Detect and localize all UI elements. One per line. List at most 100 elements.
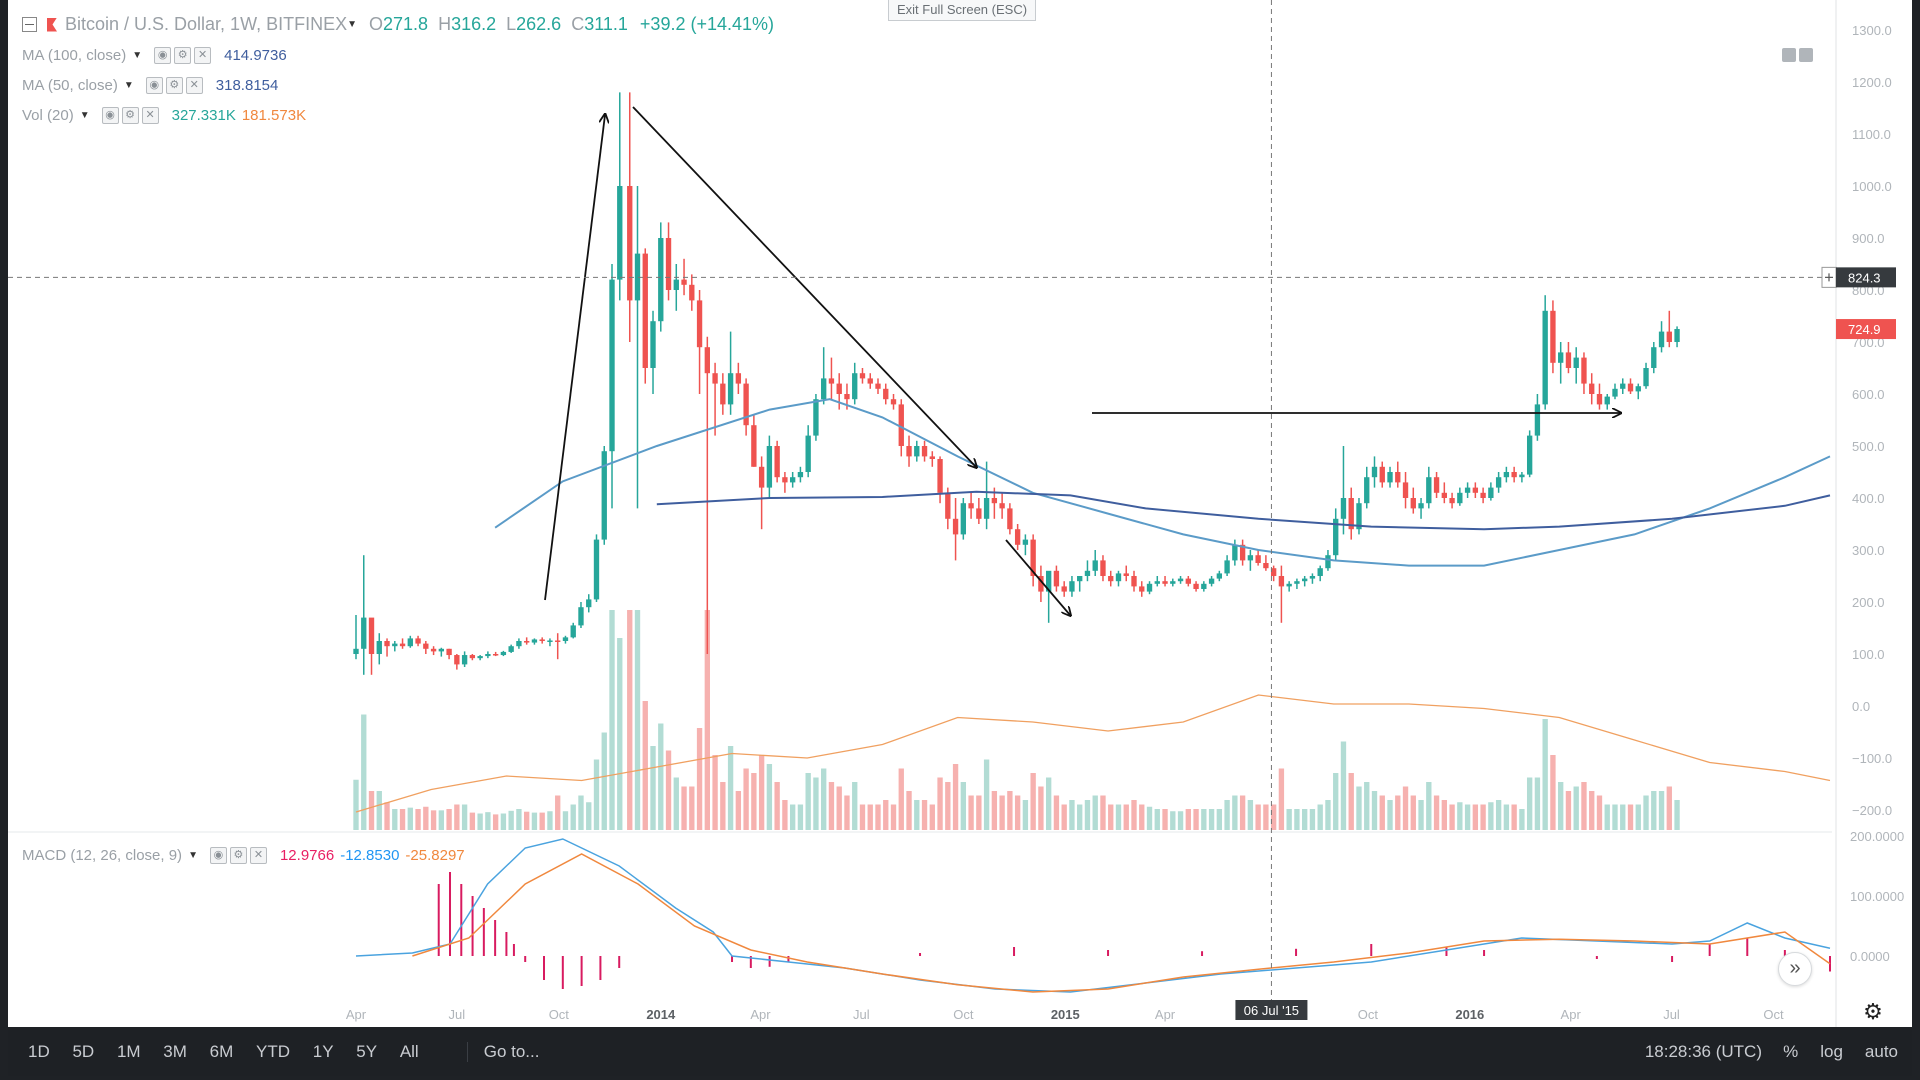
pane-maximize-icon[interactable] — [1799, 48, 1813, 62]
time-tick-label: 2016 — [1455, 1007, 1484, 1022]
chart-canvas[interactable]: 1300.01200.01100.01000.0900.0800.0700.06… — [8, 0, 1912, 1027]
volume-bar — [1387, 800, 1393, 830]
candle-body — [1278, 576, 1285, 587]
symbol-title[interactable]: Bitcoin / U.S. Dollar, 1W, BITFINEX — [65, 14, 348, 34]
volume-bar — [1596, 795, 1603, 830]
eye-icon[interactable]: ◉ — [209, 847, 227, 864]
timeframe-1y-button[interactable]: 1Y — [312, 1041, 334, 1061]
candle-body — [392, 643, 398, 647]
close-icon[interactable]: ✕ — [194, 47, 212, 64]
volume-bar — [1340, 741, 1347, 830]
log-scale-button[interactable]: log — [1820, 1041, 1843, 1061]
volume-bar — [368, 791, 375, 830]
gear-icon[interactable]: ⚙ — [229, 847, 247, 864]
chevron-down-icon[interactable]: ▼ — [188, 850, 198, 861]
scroll-to-realtime-button[interactable]: » — [1778, 952, 1812, 986]
time-axis[interactable]: Apr Jul Oct 2014 Apr Jul Oct 2015 Apr Jul Oct 2016 A… — [346, 1007, 1784, 1022]
candle-body — [1232, 544, 1238, 561]
volume-bar — [999, 795, 1005, 830]
gear-icon[interactable]: ⚙ — [121, 107, 139, 124]
volume-bar — [353, 779, 359, 830]
utc-clock[interactable]: 18:28:36 (UTC) — [1644, 1041, 1762, 1061]
price-axis[interactable]: 1300.01200.01100.01000.0900.0800.0700.06… — [1835, 0, 1892, 1027]
gear-icon[interactable]: ⚙ — [174, 47, 192, 64]
candle-body — [1604, 396, 1610, 405]
eye-icon[interactable]: ◉ — [154, 47, 172, 64]
candle-body — [875, 383, 881, 389]
macd-legend[interactable]: MACD (12, 26, close, 9) ▼ ◉ ⚙ ✕ 12.9766 … — [22, 847, 465, 864]
indicator-legend-volume[interactable]: Vol (20) ▼ ◉ ⚙ ✕ 327.331K 181.573K — [22, 107, 306, 124]
indicator-label[interactable]: MA (50, close) — [22, 77, 118, 94]
candle-body — [1387, 472, 1393, 483]
volume-bar — [658, 723, 664, 830]
candle-body — [1441, 492, 1447, 498]
chevron-down-icon[interactable]: ▼ — [347, 19, 357, 30]
eye-icon[interactable]: ◉ — [145, 77, 163, 94]
time-tick-label: Jul — [1663, 1007, 1680, 1022]
timeframe-5d-button[interactable]: 5D — [72, 1041, 95, 1061]
candle-body — [376, 641, 382, 654]
volume-bar — [898, 768, 904, 830]
volume-bar — [650, 746, 656, 830]
gear-icon[interactable]: ⚙ — [1863, 999, 1883, 1024]
indicator-legend-ma50[interactable]: MA (50, close) ▼ ◉ ⚙ ✕ 318.8154 — [22, 77, 278, 94]
volume-bar — [1317, 804, 1323, 830]
close-icon[interactable]: ✕ — [185, 77, 203, 94]
exit-fullscreen-button[interactable]: Exit Full Screen (ESC) — [888, 0, 1037, 21]
indicator-value: 327.331K — [171, 107, 236, 124]
indicator-legend-ma100[interactable]: MA (100, close) ▼ ◉ ⚙ ✕ 414.9736 — [22, 47, 287, 64]
close-icon[interactable]: ✕ — [249, 847, 267, 864]
indicator-value-secondary: 181.573K — [241, 107, 307, 124]
candle-body — [593, 539, 600, 600]
eye-icon[interactable]: ◉ — [101, 107, 119, 124]
volume-bar — [712, 755, 718, 830]
price-tick-label: −200.0 — [1852, 803, 1892, 818]
volume-bar — [1185, 809, 1191, 830]
volume-bar — [1674, 800, 1680, 830]
timeframe-6m-button[interactable]: 6M — [209, 1041, 234, 1061]
volume-bar — [1224, 800, 1230, 830]
candle-body — [1371, 466, 1378, 478]
candle-body — [952, 518, 959, 535]
candle-body — [867, 378, 873, 384]
gear-icon[interactable]: ⚙ — [165, 77, 183, 94]
indicator-label[interactable]: Vol (20) — [22, 107, 74, 124]
timeframe-1m-button[interactable]: 1M — [116, 1041, 141, 1061]
pane-minimize-icon[interactable] — [1782, 48, 1796, 62]
collapse-legend-icon[interactable] — [22, 17, 37, 32]
chevron-down-icon[interactable]: ▼ — [123, 80, 134, 91]
volume-bar — [392, 809, 398, 830]
auto-scale-button[interactable]: auto — [1864, 1041, 1898, 1061]
timeframe-1d-button[interactable]: 1D — [28, 1041, 50, 1061]
goto-date-button[interactable]: Go to... — [466, 1041, 539, 1062]
timeframe-all-button[interactable]: All — [399, 1041, 419, 1061]
macd-tick-label: 100.0000 — [1850, 889, 1904, 904]
timeframe-ytd-button[interactable]: YTD — [256, 1041, 291, 1061]
candle-body — [1069, 581, 1075, 592]
volume-bar — [1061, 804, 1067, 830]
volume-bar — [1627, 804, 1634, 830]
volume-bar — [516, 809, 522, 830]
volume-bar — [1635, 804, 1641, 830]
candle-body — [914, 446, 920, 457]
volume-bar — [1045, 777, 1052, 830]
timeframe-5y-button[interactable]: 5Y — [356, 1041, 378, 1061]
symbol-flag-icon — [47, 17, 57, 32]
close-icon[interactable]: ✕ — [141, 107, 159, 124]
volume-bar — [1426, 782, 1432, 830]
indicator-label[interactable]: MACD (12, 26, close, 9) — [22, 847, 183, 864]
volume-bar — [1658, 791, 1665, 830]
price-tick-label: 400.0 — [1852, 491, 1885, 506]
moving-averages — [494, 398, 1831, 567]
indicator-label[interactable]: MA (100, close) — [22, 47, 127, 64]
candle-body — [1061, 586, 1067, 592]
candle-body — [844, 394, 850, 400]
candle-body — [1139, 586, 1145, 592]
chevron-down-icon[interactable]: ▼ — [132, 50, 143, 61]
volume-bar — [1612, 804, 1618, 830]
percent-scale-button[interactable]: % — [1783, 1041, 1799, 1061]
timeframe-3m-button[interactable]: 3M — [163, 1041, 187, 1061]
last-price-tag — [1836, 319, 1896, 340]
volume-bar — [696, 728, 703, 830]
chevron-down-icon[interactable]: ▼ — [79, 110, 90, 121]
